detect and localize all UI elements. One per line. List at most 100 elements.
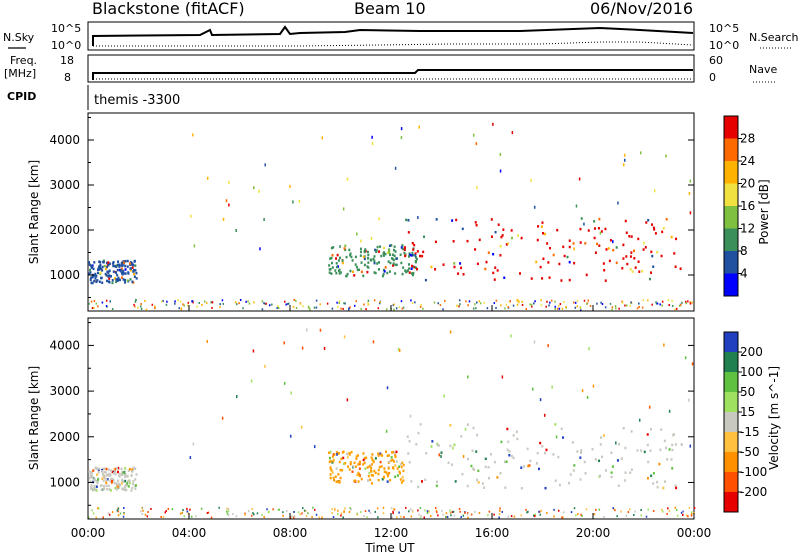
power-ground-echo [293, 298, 296, 301]
velocity-echo [113, 468, 116, 471]
velocity-ground-echo [140, 510, 142, 513]
beam-label: Beam 10 [354, 0, 426, 18]
velocity-echo [424, 478, 427, 482]
velocity-echo [630, 430, 633, 433]
power-noise-echo [599, 231, 602, 235]
velocity-echo [105, 474, 108, 477]
power-noise-echo [400, 127, 403, 131]
power-echo [605, 248, 608, 251]
power-echo [408, 253, 411, 257]
velocity-ground-echo [95, 516, 97, 519]
velocity-echo [656, 485, 659, 489]
power-echo [548, 276, 551, 279]
power-ground-echo [604, 306, 607, 309]
velocity-ground-echo [252, 512, 254, 515]
velocity-echo [450, 463, 453, 466]
velocity-echo [118, 485, 121, 489]
velocity-echo [536, 451, 539, 455]
velocity-ground-echo [261, 514, 263, 517]
power-ground-echo [630, 301, 632, 304]
power-ground-echo [178, 307, 181, 310]
velocity-ground-echo [395, 516, 398, 519]
power-ground-echo [211, 301, 214, 304]
power-ground-echo [192, 301, 194, 304]
velocity-ground-echo [116, 509, 119, 512]
power-ground-echo [467, 304, 469, 307]
power-echo [102, 261, 105, 264]
nsky-tick-top: 10^5 [51, 22, 81, 35]
power-echo [335, 265, 338, 269]
velocity-echo [370, 466, 373, 470]
power-echo [94, 272, 97, 276]
velocity-ground-echo [682, 513, 684, 516]
power-echo [404, 269, 407, 272]
velocity-echo [394, 453, 397, 457]
power-echo [366, 250, 369, 254]
power-ground-echo [565, 306, 567, 309]
velocity-noise-echo [501, 375, 504, 379]
velocity-echo [135, 473, 138, 476]
power-echo [459, 262, 462, 265]
velocity-ground-echo [562, 516, 564, 519]
power-echo [405, 218, 408, 222]
velocity-echo [516, 437, 519, 441]
power-ground-echo [265, 302, 267, 305]
power-echo [453, 265, 456, 269]
velocity-echo [365, 456, 368, 460]
velocity-ground-echo [498, 516, 500, 519]
velocity-echo [124, 467, 127, 470]
velocity-ground-echo [227, 507, 230, 510]
power-echo [382, 272, 385, 276]
cpid-label: CPID [7, 90, 36, 103]
velocity-ground-echo [92, 512, 95, 515]
power-ground-echo [624, 304, 626, 307]
power-ground-echo [153, 305, 156, 308]
velocity-ground-echo [460, 516, 462, 519]
power-ground-echo [392, 304, 395, 307]
power-echo [89, 278, 92, 282]
velocity-echo [369, 469, 372, 472]
power-echo [403, 248, 406, 252]
velocity-noise-echo [289, 434, 292, 438]
velocity-ground-echo [435, 509, 438, 512]
nsearch-tick-bottom: 10^0 [709, 39, 739, 52]
velocity-echo [106, 473, 109, 477]
power-ground-echo [174, 300, 176, 303]
power-ground-echo [422, 307, 424, 310]
power-noise-echo [689, 179, 692, 183]
velocity-echo [510, 454, 513, 458]
velocity-noise-echo [615, 441, 617, 445]
power-echo [118, 263, 121, 266]
power-noise-echo [533, 205, 536, 209]
power-echo [339, 256, 342, 260]
power-ground-echo [475, 301, 478, 304]
power-noise-echo [259, 247, 261, 251]
power-ground-echo [287, 302, 289, 305]
velocity-echo [384, 450, 387, 454]
power-ground-echo [437, 302, 440, 305]
power-echo [359, 254, 362, 257]
velocity-echo [380, 465, 383, 468]
velocity-ground-echo [334, 509, 336, 512]
power-ground-echo [414, 301, 416, 304]
velocity-echo [527, 464, 530, 468]
velocity-echo [415, 443, 418, 446]
velocity-echo [408, 440, 411, 443]
velocity-echo [435, 484, 438, 488]
velocity-echo [114, 486, 117, 490]
power-echo [400, 246, 403, 249]
power-ground-echo [343, 302, 345, 305]
velocity-echo [512, 434, 515, 437]
power-echo [128, 262, 131, 265]
velocity-noise-echo [206, 340, 209, 344]
velocity-ground-echo [141, 507, 143, 510]
velocity-echo [121, 472, 124, 475]
power-ground-echo [177, 299, 179, 302]
power-ground-echo [444, 299, 446, 302]
power-echo [651, 254, 654, 258]
power-echo [116, 263, 119, 267]
velocity-echo [454, 480, 457, 483]
velocity-echo [383, 467, 386, 470]
velocity-colorbar-swatch [724, 332, 738, 353]
power-noise-echo [206, 176, 209, 180]
